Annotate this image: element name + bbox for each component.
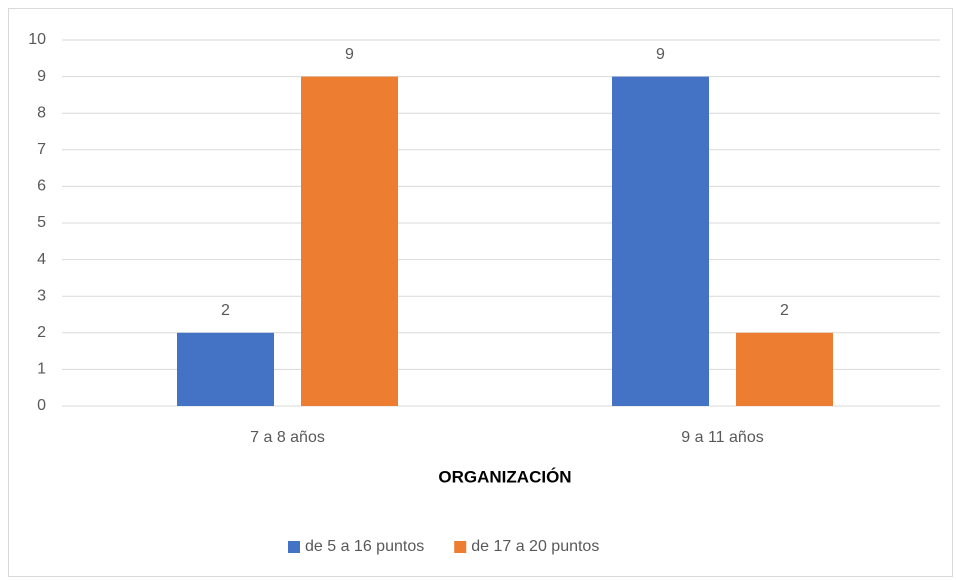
legend-swatch <box>288 541 300 553</box>
y-tick-label: 4 <box>37 251 46 268</box>
bar <box>612 76 709 406</box>
y-tick-label: 10 <box>28 31 46 48</box>
data-label: 9 <box>656 46 665 63</box>
data-label: 9 <box>345 46 354 63</box>
x-tick-label: 9 a 11 años <box>681 429 763 446</box>
data-label: 2 <box>221 302 230 319</box>
y-tick-label: 6 <box>37 178 46 195</box>
bar <box>736 332 833 406</box>
y-tick-label: 8 <box>37 104 46 121</box>
y-tick-label: 1 <box>37 361 46 378</box>
legend-swatch <box>454 541 467 553</box>
y-tick-label: 9 <box>37 68 46 85</box>
bar <box>301 76 398 406</box>
legend-label: de 5 a 16 puntos <box>305 538 424 555</box>
x-axis-title: ORGANIZACIÓN <box>438 467 571 486</box>
y-tick-label: 3 <box>37 287 46 304</box>
y-tick-label: 0 <box>37 397 46 414</box>
chart-border <box>8 8 953 577</box>
y-tick-label: 2 <box>37 324 46 341</box>
bar <box>177 332 274 406</box>
x-tick-label: 7 a 8 años <box>250 429 325 446</box>
legend-label: de 17 a 20 puntos <box>471 538 599 555</box>
y-tick-label: 5 <box>37 214 46 231</box>
y-tick-label: 7 <box>37 141 46 158</box>
data-label: 2 <box>780 302 789 319</box>
